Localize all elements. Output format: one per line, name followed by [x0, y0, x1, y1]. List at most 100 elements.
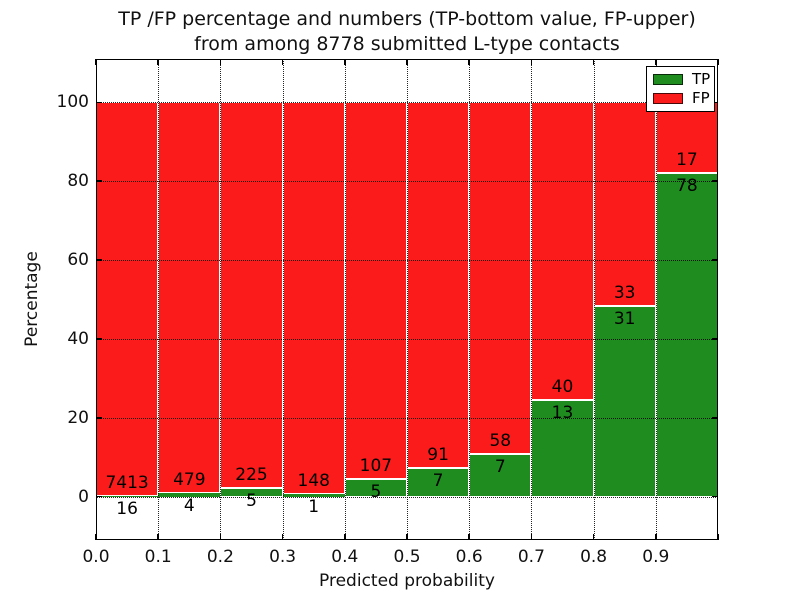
- gridline-vertical: [158, 59, 160, 540]
- legend-label-tp: TP: [692, 69, 711, 88]
- fp-bar-segment: [344, 102, 407, 480]
- x-tick: [468, 59, 470, 65]
- fp-bar-segment: [655, 102, 718, 173]
- x-axis-label: Predicted probability: [319, 571, 495, 591]
- legend: TP FP: [646, 66, 715, 112]
- tp-bar-segment: [593, 305, 656, 497]
- tp-count-label: 16: [116, 498, 138, 519]
- x-tick: [344, 59, 346, 65]
- y-tick: [96, 417, 102, 419]
- tp-count-label: 7: [432, 471, 444, 492]
- legend-label-fp: FP: [692, 89, 710, 108]
- y-tick: [712, 259, 718, 261]
- y-tick-label: 100: [56, 92, 89, 113]
- y-tick: [712, 180, 718, 182]
- gridline-horizontal: [96, 417, 718, 419]
- fp-count-label: 33: [613, 282, 636, 303]
- tp-count-label: 7: [494, 457, 506, 478]
- x-tick-label: 0.8: [580, 547, 608, 567]
- x-tick: [406, 59, 408, 65]
- x-tick: [655, 59, 657, 65]
- fp-count-label: 148: [297, 470, 330, 491]
- fp-bar-segment: [282, 102, 345, 494]
- gridline-vertical: [220, 59, 222, 540]
- x-tick: [157, 534, 159, 540]
- x-tick-label: 0.1: [144, 547, 172, 567]
- x-tick-label: 0.7: [517, 547, 545, 567]
- fp-legend-swatch-icon: [653, 93, 683, 105]
- y-tick: [96, 495, 102, 498]
- fp-bar-segment: [220, 102, 283, 489]
- gridline-horizontal: [96, 181, 718, 183]
- x-tick: [468, 534, 470, 540]
- gridline-vertical: [282, 59, 284, 540]
- fp-count-label: 91: [427, 445, 449, 466]
- fp-count-label: 479: [173, 470, 206, 491]
- x-tick-label: 0.3: [269, 547, 297, 567]
- chart-title-line2: from among 8778 submitted L-type contact…: [194, 33, 620, 55]
- x-tick: [219, 534, 222, 540]
- gridline-vertical: [655, 59, 657, 540]
- fp-bar-segment: [96, 102, 159, 496]
- tp-count-label: 13: [551, 402, 574, 423]
- y-tick: [712, 101, 718, 104]
- gridline-vertical: [344, 59, 346, 540]
- gridline-vertical: [593, 59, 595, 540]
- x-tick-label: 0.2: [206, 547, 234, 567]
- x-tick: [157, 59, 159, 65]
- x-tick: [406, 534, 408, 540]
- fp-bar-segment: [593, 102, 656, 306]
- gridline-horizontal: [96, 496, 718, 498]
- y-tick: [96, 338, 102, 340]
- x-tick: [717, 59, 719, 65]
- tp-bar-segment: [531, 399, 594, 497]
- y-tick-label: 0: [78, 486, 89, 507]
- tp-bar-segment: [655, 172, 718, 497]
- fp-count-label: 58: [489, 431, 512, 452]
- tp-count-label: 1: [308, 496, 320, 517]
- legend-item-tp: TP: [653, 69, 714, 88]
- x-tick: [592, 534, 595, 540]
- chart-title: TP /FP percentage and numbers (TP-bottom…: [96, 7, 718, 57]
- x-tick: [530, 59, 533, 65]
- tp-count-label: 5: [370, 482, 382, 503]
- gridline-vertical: [469, 59, 471, 540]
- x-tick: [281, 59, 284, 65]
- fp-bar-segment: [407, 102, 470, 469]
- x-tick: [592, 59, 595, 65]
- fp-bar-segment: [158, 102, 221, 494]
- fp-count-label: 107: [359, 456, 393, 477]
- fp-count-label: 225: [235, 465, 268, 486]
- x-tick: [95, 59, 97, 65]
- tp-count-label: 4: [183, 496, 195, 517]
- tp-bar-segment: [282, 493, 345, 497]
- y-tick-label: 60: [67, 250, 89, 271]
- tp-bar-segment: [158, 493, 221, 497]
- tp-count-label: 31: [613, 308, 636, 329]
- x-tick: [281, 534, 284, 540]
- x-tick: [344, 534, 346, 540]
- fp-count-label: 7413: [105, 472, 149, 493]
- y-tick: [96, 259, 102, 261]
- x-tick: [655, 534, 657, 540]
- gridline-vertical: [531, 59, 533, 540]
- fp-count-label: 40: [551, 376, 574, 397]
- tp-bar-segment: [407, 468, 470, 497]
- y-tick: [712, 495, 718, 498]
- y-tick-label: 20: [67, 407, 89, 428]
- tp-count-label: 5: [246, 491, 257, 512]
- tp-legend-swatch-icon: [653, 73, 683, 85]
- y-tick: [712, 417, 718, 419]
- tp-count-label: 78: [676, 175, 698, 196]
- x-tick: [219, 59, 222, 65]
- gridline-vertical: [407, 59, 408, 540]
- y-tick-label: 80: [67, 171, 89, 192]
- fp-bar-segment: [469, 102, 532, 455]
- fp-bar-segment: [531, 102, 594, 400]
- x-tick: [95, 534, 97, 540]
- gridline-horizontal: [96, 260, 718, 262]
- x-tick: [717, 534, 719, 540]
- legend-item-fp: FP: [653, 91, 714, 106]
- x-tick-label: 0.6: [455, 547, 483, 567]
